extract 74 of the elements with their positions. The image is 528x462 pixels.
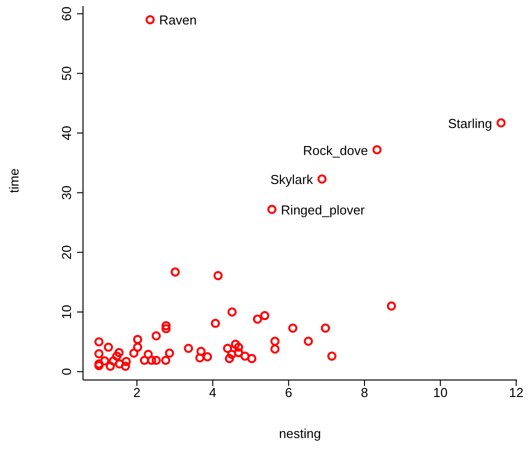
point — [122, 356, 131, 366]
point — [270, 344, 280, 354]
y-tick-label: 0 — [59, 368, 74, 376]
point — [184, 344, 194, 353]
point — [120, 362, 130, 371]
point — [104, 342, 114, 352]
point — [152, 356, 161, 365]
point — [327, 352, 336, 361]
y-tick-label: 30 — [59, 185, 74, 200]
annotation: Raven — [159, 12, 197, 28]
point — [222, 344, 232, 353]
point — [129, 348, 138, 358]
point — [164, 348, 174, 358]
point — [247, 354, 256, 364]
point — [317, 174, 327, 184]
point — [224, 354, 234, 364]
point — [288, 324, 298, 333]
point — [94, 361, 104, 370]
point — [230, 340, 240, 349]
point — [170, 267, 180, 277]
point — [144, 350, 153, 359]
point — [213, 271, 223, 280]
point — [202, 352, 212, 362]
y-tick-label: 20 — [59, 245, 74, 260]
point — [161, 321, 171, 330]
x-tick-label: 4 — [209, 385, 216, 400]
point — [114, 348, 124, 358]
y-tick-label: 10 — [59, 304, 74, 320]
annotation: Skylark — [270, 172, 314, 187]
point — [304, 336, 313, 346]
x-tick-label: 2 — [133, 385, 140, 400]
point — [267, 204, 277, 214]
point — [161, 356, 170, 365]
point — [320, 324, 330, 333]
point — [114, 359, 124, 368]
x-tick-label: 12 — [509, 385, 524, 400]
point — [227, 307, 237, 317]
point — [94, 337, 104, 346]
point — [210, 318, 220, 328]
annotation: Ringed_plover — [280, 202, 366, 218]
point — [152, 331, 161, 340]
point — [146, 15, 155, 24]
point — [260, 310, 270, 320]
x-axis-title: nesting — [279, 426, 321, 441]
point — [196, 346, 206, 356]
point — [496, 118, 506, 128]
point — [94, 359, 104, 368]
point — [386, 301, 396, 311]
point — [234, 348, 244, 358]
point — [133, 334, 142, 344]
y-tick-label: 50 — [59, 66, 74, 81]
point — [252, 314, 262, 324]
point — [133, 342, 142, 352]
point — [100, 356, 110, 366]
y-axis-title: time — [6, 168, 22, 193]
point — [195, 353, 204, 363]
annotation: Rock_dove — [302, 142, 368, 158]
point — [240, 352, 250, 361]
point — [112, 352, 122, 361]
point — [140, 356, 150, 365]
point — [372, 145, 382, 154]
point — [106, 362, 115, 371]
y-tick-label: 40 — [59, 126, 74, 140]
x-tick-label: 10 — [433, 385, 448, 400]
point — [161, 324, 171, 334]
annotation: Starling — [448, 116, 492, 131]
point — [270, 336, 280, 346]
point — [234, 342, 244, 352]
y-tick-label: 60 — [59, 6, 74, 21]
point — [147, 356, 156, 365]
x-tick-label: 6 — [285, 385, 292, 400]
x-tick-label: 8 — [360, 385, 368, 400]
point — [227, 350, 236, 359]
point — [94, 349, 104, 358]
